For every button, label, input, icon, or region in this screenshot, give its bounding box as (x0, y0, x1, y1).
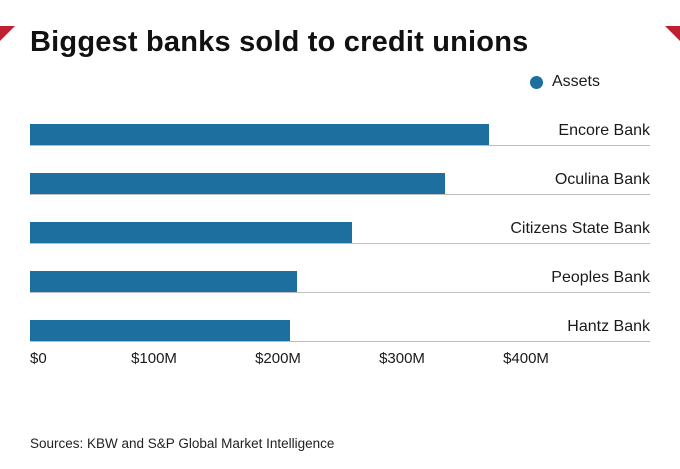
baseline-gridline (30, 341, 650, 342)
baseline-gridline (30, 145, 650, 146)
chart-title: Biggest banks sold to credit unions (30, 26, 529, 58)
legend-dot-icon (529, 75, 543, 89)
source-attribution: Sources: KBW and S&P Global Market Intel… (30, 436, 335, 451)
bank-name-label: Peoples Bank (551, 269, 650, 286)
bank-name-label: Hantz Bank (567, 318, 650, 335)
bar-row: Encore Bank (30, 97, 650, 146)
bar-chart-plot-area: Encore Bank Oculina Bank Citizens State … (30, 97, 650, 342)
assets-bar (30, 124, 489, 145)
assets-bar (30, 320, 291, 341)
assets-bar (30, 222, 353, 243)
bank-name-label: Encore Bank (558, 122, 650, 139)
bar-row: Citizens State Bank (30, 195, 650, 244)
bar-row: Hantz Bank (30, 293, 650, 342)
assets-bar (30, 271, 297, 292)
x-tick-label: $100M (131, 350, 177, 367)
bank-name-label: Citizens State Bank (510, 220, 650, 237)
x-tick-label: $200M (255, 350, 301, 367)
baseline-gridline (30, 243, 650, 244)
x-tick-label: $400M (503, 350, 549, 367)
baseline-gridline (30, 292, 650, 293)
x-axis: $0 $100M $200M $300M $400M (30, 348, 650, 378)
x-tick-label: $300M (379, 350, 425, 367)
bank-name-label: Oculina Bank (554, 171, 650, 188)
assets-bar (30, 173, 446, 194)
red-corner-accent-top-right (665, 26, 680, 41)
red-corner-accent-top-left (0, 26, 15, 41)
x-tick-label: $0 (30, 350, 47, 367)
bar-row: Peoples Bank (30, 244, 650, 293)
bar-row: Oculina Bank (30, 146, 650, 195)
baseline-gridline (30, 194, 650, 195)
chart-legend: Assets (30, 73, 600, 91)
legend-label: Assets (551, 73, 600, 90)
